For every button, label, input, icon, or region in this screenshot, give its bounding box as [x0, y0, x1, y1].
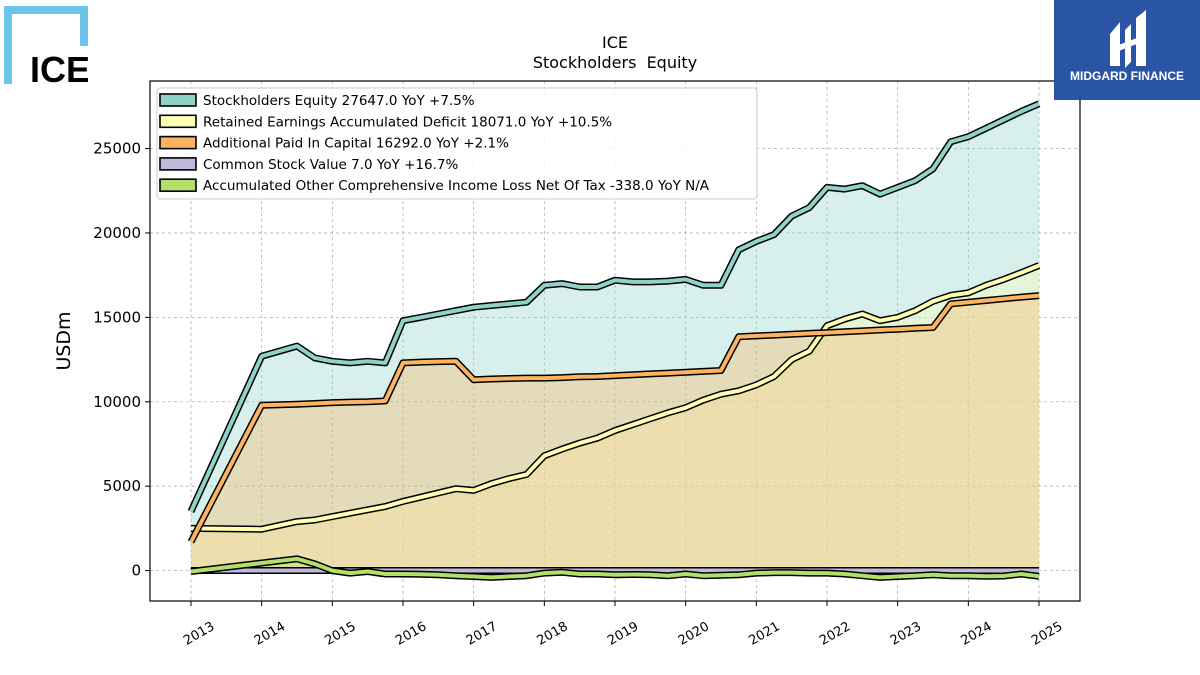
x-tick-label: 2020	[676, 619, 712, 649]
x-tick-label: 2018	[535, 619, 571, 649]
series-line-4	[190, 556, 1040, 580]
y-tick-label: 0	[131, 562, 141, 580]
legend-swatch-3	[159, 157, 197, 171]
legend-label-0: Stockholders Equity 27647.0 YoY +7.5%	[203, 93, 475, 109]
series-area-0	[191, 103, 1039, 571]
x-tick-label: 2015	[322, 619, 358, 649]
x-tick-label: 2024	[959, 619, 995, 649]
x-tick-label: 2013	[181, 619, 217, 649]
legend-swatch-1	[159, 114, 197, 129]
chart-subtitle: Stockholders Equity	[533, 53, 697, 72]
x-tick-label: 2025	[1029, 619, 1065, 649]
x-tick-label: 2016	[393, 619, 429, 649]
legend-swatch-0	[159, 93, 197, 107]
series-lines	[187, 100, 1041, 581]
y-tick-label: 20000	[93, 224, 141, 242]
ice-logo-bracket	[4, 6, 88, 84]
x-tick-label: 2021	[747, 619, 783, 649]
legend-swatch-2	[159, 135, 197, 150]
ice-logo-text: ICE	[30, 49, 88, 86]
y-tick-label: 15000	[93, 308, 141, 326]
legend-label-4: Accumulated Other Comprehensive Income L…	[203, 178, 710, 194]
legend-label-3: Common Stock Value 7.0 YoY +16.7%	[203, 157, 458, 173]
x-tick-label: 2019	[605, 619, 641, 649]
y-tick-label: 10000	[93, 393, 141, 411]
series-area-1	[191, 265, 1039, 571]
legend-box	[156, 87, 758, 200]
x-tick-label: 2022	[817, 619, 853, 649]
y-tick-label: 5000	[103, 477, 141, 495]
midgard-finance-logo: MIDGARD FINANCE	[1054, 0, 1200, 100]
y-tick-label: 25000	[93, 140, 141, 158]
legend-label-1: Retained Earnings Accumulated Deficit 18…	[203, 114, 612, 130]
midgard-emblem-icon	[1110, 10, 1146, 68]
midgard-finance-text: MIDGARD FINANCE	[1070, 69, 1184, 83]
ice-logo: ICE	[4, 6, 90, 90]
x-axis-ticks: 2013 2014 2015 2016 2017 2018 2019 2020 2021 2022…	[181, 601, 1065, 649]
x-tick-label: 2023	[888, 619, 924, 649]
x-tick-label: 2014	[252, 619, 288, 649]
x-tick-label: 2017	[464, 619, 500, 649]
series-line-2	[189, 293, 1040, 543]
y-axis-ticks: 0 5000 10000 15000 20000 25000	[93, 140, 150, 580]
legend-swatch-4	[159, 178, 197, 192]
series-line-1	[190, 263, 1040, 532]
y-axis-label: USDm	[53, 311, 75, 370]
chart-title: ICE	[602, 33, 628, 52]
legend: Stockholders Equity 27647.0 YoY +7.5% Ret…	[156, 87, 758, 200]
series-line-0	[189, 101, 1040, 513]
legend-label-2: Additional Paid In Capital 16292.0 YoY +…	[203, 136, 509, 152]
